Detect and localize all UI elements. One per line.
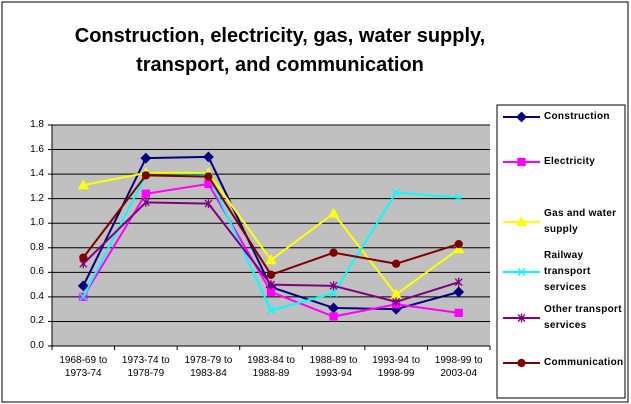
chart-title: Construction, electricity, gas, water su… (74, 25, 486, 76)
data-point (453, 243, 465, 254)
data-point (454, 308, 463, 317)
data-point (266, 287, 276, 297)
x-tick-label: 1993-94 to 1998-99 (372, 355, 421, 379)
data-point (454, 193, 463, 202)
data-point (141, 171, 151, 180)
legend-label: Gas and water supply (544, 208, 617, 235)
x-tick-label: 1998-99 to 2003-04 (434, 355, 483, 379)
data-point (329, 248, 338, 257)
data-point (454, 239, 463, 249)
data-point (329, 281, 338, 291)
data-point (265, 254, 277, 265)
data-point (453, 286, 465, 298)
data-point (141, 197, 150, 207)
data-point (204, 172, 213, 181)
x-tick-label: 1978-79 to 1983-84 (184, 355, 233, 379)
y-tick-label: 1.0 (30, 217, 44, 229)
legend-marker (517, 157, 526, 167)
data-point (77, 280, 89, 292)
data-point (79, 253, 88, 262)
data-point (266, 270, 276, 279)
legend-label: Railway transport services (544, 250, 591, 293)
x-tick-label: 1988-89 to 1993-94 (309, 355, 358, 379)
legend-label: Other transport services (544, 304, 622, 331)
data-point (79, 292, 88, 301)
data-point (267, 306, 275, 315)
legend-label: Communication (544, 357, 624, 368)
y-tick-label: 0.6 (30, 266, 44, 278)
data-point (203, 151, 214, 163)
data-point (329, 289, 338, 298)
legend-marker (516, 111, 527, 123)
legend-marker (517, 268, 526, 276)
data-point (327, 207, 340, 218)
data-point (77, 179, 89, 190)
y-tick-label: 0.2 (30, 315, 44, 327)
legend-marker (517, 358, 526, 368)
x-tick-label: 1968-69 to 1973-74 (59, 355, 108, 379)
legend-marker (515, 216, 528, 227)
y-tick-label: 1.6 (30, 143, 44, 155)
data-point (454, 277, 463, 287)
data-point (140, 152, 152, 164)
y-tick-label: 0.4 (30, 290, 44, 302)
data-point (392, 188, 401, 197)
y-tick-label: 1.2 (30, 192, 44, 204)
data-point (141, 189, 151, 198)
data-point (267, 280, 275, 290)
y-tick-label: 1.4 (30, 168, 44, 180)
y-tick-label: 1.8 (30, 119, 44, 130)
data-point (204, 199, 213, 209)
legend-marker (517, 313, 526, 323)
legend-label: Electricity (544, 156, 596, 167)
y-tick-label: 0.0 (30, 340, 44, 351)
y-tick-label: 0.8 (30, 241, 44, 253)
legend-box (496, 104, 626, 399)
data-point (391, 259, 401, 268)
plot-area (52, 125, 490, 346)
x-tick-label: 1973-74 to 1978-79 (121, 355, 170, 379)
x-tick-label: 1983-84 to 1988-89 (247, 355, 295, 379)
data-point (392, 297, 401, 307)
legend-label: Construction (544, 111, 610, 122)
data-point (329, 312, 338, 321)
